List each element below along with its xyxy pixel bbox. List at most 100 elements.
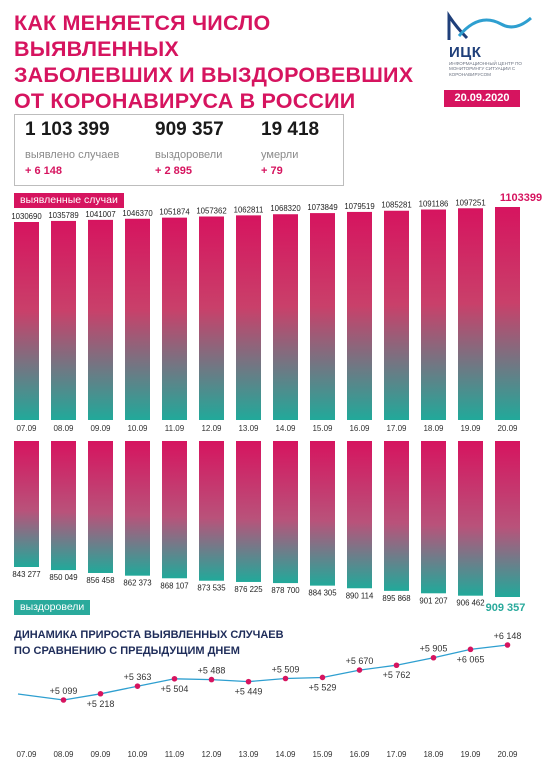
dynamics-value-label-11.09: +5 504 — [161, 684, 189, 694]
recovered-bar-07.09 — [14, 441, 39, 567]
cases-date-label-14.09: 14.09 — [275, 424, 296, 433]
dynamics-point-15.09 — [319, 674, 326, 681]
recovered-bar-16.09 — [347, 441, 372, 589]
stat-deaths-label: умерли — [261, 149, 299, 161]
stat-cases-delta: + 6 148 — [25, 165, 63, 177]
recovered-bar-10.09 — [125, 441, 150, 576]
cases-value-label-19.09: 1097251 — [455, 198, 485, 207]
dynamics-line-chart: +5 099 +5 218 +5 363 +5 504 +5 488 +5 449 +5 5… — [16, 631, 521, 759]
title-line-2: ЗАБОЛЕВШИХ И ВЫЗДОРОВЕВШИХ — [14, 63, 414, 87]
recovered-value-label-07.09: 843 277 — [12, 570, 40, 579]
dynamics-point-17.09 — [393, 662, 400, 669]
date-badge: 20.09.2020 — [444, 90, 520, 107]
recovered-bar-09.09 — [88, 441, 113, 573]
cases-date-label-19.09: 19.09 — [460, 424, 481, 433]
cases-bar-11.09 — [162, 217, 187, 420]
dynamics-point-10.09 — [134, 683, 141, 689]
cases-date-label-11.09: 11.09 — [165, 424, 185, 433]
stat-cases-label: выявлено случаев — [25, 149, 120, 161]
recovered-value-label-15.09: 884 305 — [308, 589, 337, 598]
stats-box: 1 103 399 выявлено случаев + 6 148 909 3… — [14, 114, 344, 186]
dynamics-date-label-18.09: 18.09 — [423, 750, 444, 759]
cases-bar-08.09 — [51, 220, 76, 420]
dynamics-point-12.09 — [208, 676, 215, 683]
dynamics-value-label-10.09: +5 363 — [124, 672, 152, 682]
cases-value-label-12.09: 1057362 — [196, 206, 226, 215]
dynamics-date-label-10.09: 10.09 — [127, 750, 148, 759]
cases-value-label-15.09: 1073849 — [307, 203, 337, 212]
logo-subtitle: ИНФОРМАЦИОННЫЙ ЦЕНТР ПО МОНИТОРИНГУ СИТУ… — [449, 61, 522, 77]
cases-date-label-12.09: 12.09 — [201, 424, 222, 433]
dynamics-title-line-2: ПО СРАВНЕНИЮ С ПРЕДЫДУЩИМ ДНЕМ — [14, 645, 240, 657]
dynamics-date-label-09.09: 09.09 — [90, 750, 111, 759]
dynamics-value-label-09.09: +5 218 — [87, 699, 115, 709]
recovered-bar-chart: 843 277 850 049 856 458 862 373 868 107 873 5… — [12, 441, 525, 614]
dynamics-date-label-12.09: 12.09 — [201, 750, 222, 759]
dynamics-point-14.09 — [282, 675, 289, 682]
cases-bar-10.09 — [125, 218, 150, 420]
dynamics-value-label-16.09: +5 670 — [346, 656, 374, 666]
recovered-bar-15.09 — [310, 441, 335, 586]
title-line-1: КАК МЕНЯЕТСЯ ЧИСЛО ВЫЯВЛЕННЫХ — [14, 11, 271, 61]
recovered-value-label-09.09: 856 458 — [86, 576, 114, 585]
cases-value-label-16.09: 1079519 — [344, 202, 374, 211]
dynamics-point-13.09 — [245, 678, 252, 685]
cases-bar-18.09 — [421, 209, 446, 420]
recovered-tag: выздоровели — [14, 600, 91, 615]
recovered-bar-17.09 — [384, 441, 409, 591]
cases-date-label-18.09: 18.09 — [423, 424, 444, 433]
recovered-bar-20.09 — [495, 441, 520, 597]
dynamics-date-label-13.09: 13.09 — [238, 750, 259, 759]
recovered-value-label-16.09: 890 114 — [346, 591, 374, 600]
recovered-value-label-10.09: 862 373 — [123, 579, 151, 588]
dynamics-title-line-1: ДИНАМИКА ПРИРОСТА ВЫЯВЛЕННЫХ СЛУЧАЕВ — [14, 629, 284, 641]
dynamics-date-label-20.09: 20.09 — [497, 750, 518, 759]
dynamics-point-08.09 — [60, 697, 67, 703]
recovered-bar-12.09 — [199, 441, 224, 581]
cases-date-label-07.09: 07.09 — [16, 424, 37, 433]
dynamics-date-label-16.09: 16.09 — [349, 750, 370, 759]
cases-value-label-14.09: 1068320 — [270, 204, 301, 213]
cases-value-label-17.09: 1085281 — [381, 201, 411, 210]
cases-date-label-08.09: 08.09 — [53, 424, 74, 433]
cases-date-label-20.09: 20.09 — [497, 424, 518, 433]
cases-date-label-15.09: 15.09 — [312, 424, 333, 433]
dynamics-value-label-18.09: +5 905 — [420, 644, 448, 654]
dynamics-date-label-17.09: 17.09 — [386, 750, 407, 759]
dynamics-point-19.09 — [467, 646, 474, 653]
recovered-bar-11.09 — [162, 441, 187, 579]
cases-bar-16.09 — [347, 211, 372, 420]
cases-date-label-17.09: 17.09 — [386, 424, 407, 433]
cases-bar-20.09 — [495, 207, 520, 420]
cases-bar-14.09 — [273, 214, 298, 420]
stat-recovered-delta: + 2 895 — [155, 165, 193, 177]
recovered-bar-14.09 — [273, 441, 298, 584]
recovered-value-label-08.09: 850 049 — [49, 573, 77, 582]
dynamics-value-label-13.09: +5 449 — [235, 687, 263, 697]
cases-bar-07.09 — [14, 222, 39, 420]
dynamics-value-label-08.09: +5 099 — [50, 686, 78, 696]
dynamics-date-label-15.09: 15.09 — [312, 750, 333, 759]
recovered-value-label-12.09: 873 535 — [197, 584, 226, 593]
recovered-value-label-17.09: 895 868 — [382, 594, 410, 603]
recovered-bar-13.09 — [236, 441, 261, 582]
dynamics-date-label-19.09: 19.09 — [460, 750, 481, 759]
recovered-bar-19.09 — [458, 441, 483, 596]
cases-value-label-18.09: 1091186 — [419, 200, 449, 209]
cases-bar-09.09 — [88, 219, 113, 420]
recovered-bar-18.09 — [421, 441, 446, 594]
dynamics-date-label-07.09: 07.09 — [16, 750, 37, 759]
cases-value-label-20.09: 1103399 — [500, 192, 542, 204]
dynamics-title: ДИНАМИКА ПРИРОСТА ВЫЯВЛЕННЫХ СЛУЧАЕВ ПО … — [14, 627, 284, 659]
cases-value-label-09.09: 1041007 — [85, 210, 115, 219]
cases-tag: выявленные случаи — [14, 193, 124, 208]
stat-recovered-label: выздоровели — [155, 149, 223, 161]
cases-date-label-13.09: 13.09 — [238, 424, 259, 433]
recovered-value-label-13.09: 876 225 — [234, 585, 263, 594]
dynamics-date-label-14.09: 14.09 — [275, 750, 296, 759]
dynamics-point-11.09 — [171, 675, 178, 682]
stat-deaths-delta: + 79 — [261, 165, 283, 177]
cases-bar-chart: 1030690 07.09 1035789 08.09 1041007 09.09 1046… — [11, 192, 542, 433]
recovered-value-label-20.09: 909 357 — [486, 602, 526, 614]
